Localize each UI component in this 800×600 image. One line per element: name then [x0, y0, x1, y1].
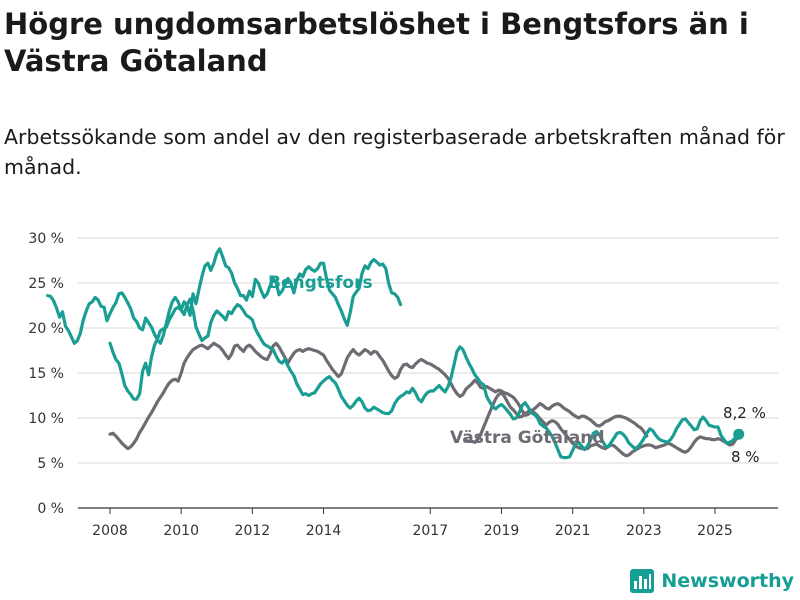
series-line-bengtsfors — [46, 291, 741, 460]
bar-chart-logo-icon — [630, 569, 655, 593]
end-value-label: 8,2 % — [723, 404, 766, 422]
y-tick-label: 10 % — [28, 411, 64, 427]
x-tick-label: 2025 — [697, 523, 733, 539]
y-tick-label: 20 % — [28, 321, 64, 337]
x-tick-label: 2008 — [92, 523, 128, 539]
brand-name: Newsworthy — [661, 570, 794, 592]
gridlines — [78, 237, 778, 509]
x-tick-label: 2021 — [555, 523, 591, 539]
x-tick-label: 2014 — [306, 523, 342, 539]
x-axis-tick-labels: 2008 2010 2012 2014 2017 2019 2021 2023 2025 — [92, 508, 733, 539]
x-tick-label: 2017 — [412, 523, 448, 539]
newsworthy-brand: Newsworthy — [629, 568, 794, 594]
series-labels: Bengtsfors 8,2 % Västra Götaland 8 % — [268, 273, 766, 466]
series-name-label: Västra Götaland — [450, 428, 605, 448]
y-tick-label: 15 % — [28, 366, 64, 382]
y-axis-tick-labels: 0 % 5 % 10 % 15 % 20 % 25 % 30 % — [28, 231, 64, 517]
end-value-label: 8 % — [731, 448, 760, 466]
series-line-vastra-gotaland — [464, 391, 741, 458]
series-name-label: Bengtsfors — [268, 273, 373, 293]
x-tick-label: 2019 — [484, 523, 520, 539]
y-tick-label: 0 % — [37, 501, 64, 517]
x-tick-label: 2010 — [163, 523, 199, 539]
x-tick-label: 2012 — [235, 523, 271, 539]
chart-title: Högre ungdomsarbetslöshet i Bengtsfors ä… — [4, 7, 749, 78]
series-line-bengtsfors — [108, 247, 403, 401]
series-lines — [46, 247, 745, 460]
x-tick-label: 2023 — [626, 523, 662, 539]
series-line-vastra-gotaland — [108, 341, 649, 451]
y-tick-label: 30 % — [28, 231, 64, 247]
y-tick-label: 5 % — [37, 456, 64, 472]
chart-subtitle: Arbetssökande som andel av den registerb… — [4, 125, 785, 179]
end-marker — [733, 428, 745, 440]
y-tick-label: 25 % — [28, 276, 64, 292]
